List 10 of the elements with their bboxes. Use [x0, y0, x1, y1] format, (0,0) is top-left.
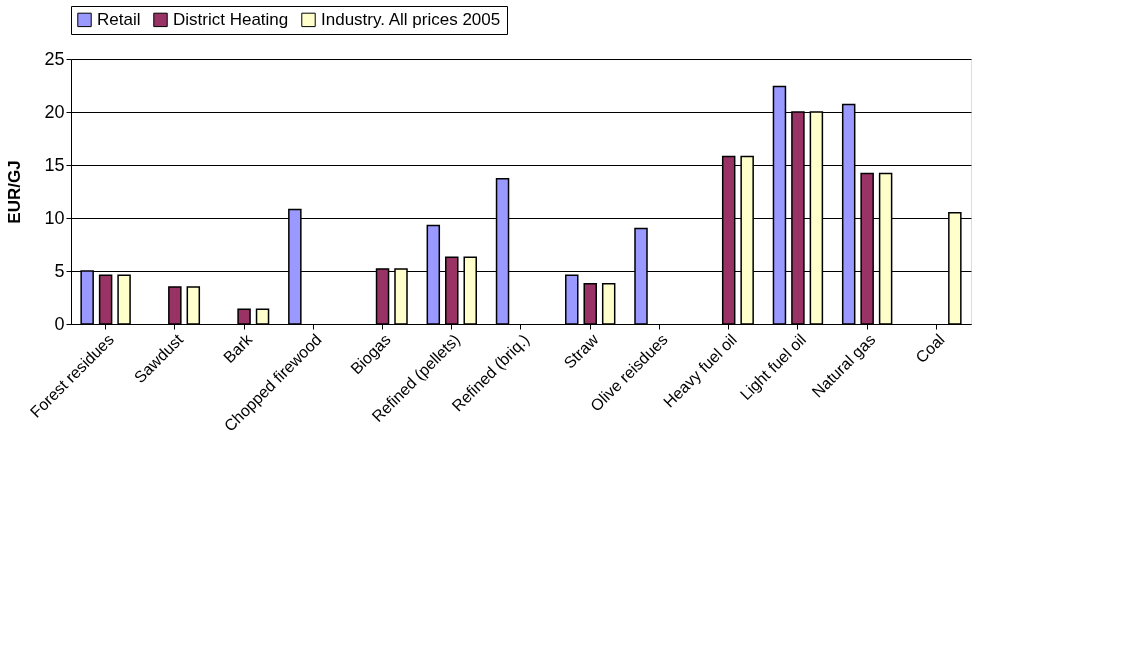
- y-tick-label: 25: [44, 48, 65, 69]
- y-tick-label: 0: [54, 313, 65, 334]
- legend-label: Industry. All prices 2005: [321, 9, 501, 29]
- y-tick-label: 20: [44, 101, 65, 122]
- y-axis-title: EUR/GJ: [5, 160, 25, 224]
- legend-label: Retail: [97, 9, 141, 29]
- y-tick-label: 15: [44, 154, 65, 175]
- y-tick-label: 10: [44, 207, 65, 228]
- legend-label: District Heating: [173, 9, 289, 29]
- y-tick-label: 5: [54, 260, 65, 281]
